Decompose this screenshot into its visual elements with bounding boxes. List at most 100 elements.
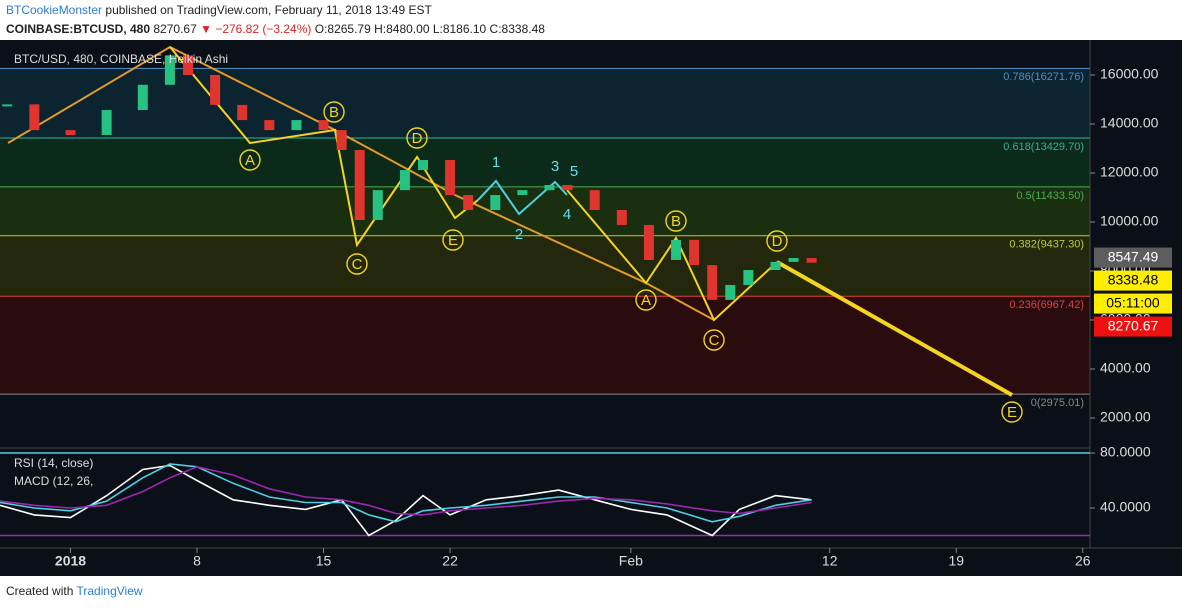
wave-label: 3 — [551, 158, 559, 175]
brand[interactable]: TradingView — [76, 584, 143, 598]
candle — [770, 261, 781, 271]
publish-line: BTCookieMonster published on TradingView… — [6, 3, 432, 17]
y-tick-label: 12000.00 — [1100, 164, 1159, 180]
candle — [164, 55, 175, 85]
fib-band — [0, 68, 1090, 138]
candle — [725, 284, 736, 300]
price-label: 8338.48 — [1108, 271, 1159, 287]
x-tick-label: 26 — [1075, 553, 1091, 569]
candle — [463, 195, 474, 210]
projection-line — [776, 260, 1013, 397]
candle — [354, 149, 365, 221]
candle — [291, 120, 302, 131]
wave-label: C — [709, 332, 720, 349]
price-label-box — [1094, 247, 1172, 268]
wave-label: 1 — [492, 154, 500, 171]
candle — [743, 270, 754, 285]
pattern-lines — [7, 45, 1013, 397]
wave-label: A — [641, 292, 651, 309]
y-tick-label: 40.0000 — [1100, 499, 1151, 515]
candle — [210, 74, 221, 105]
osc-line — [0, 465, 812, 516]
wave-label: A — [245, 152, 255, 169]
fib-label: 0.618(13429.70) — [1003, 141, 1084, 153]
candle — [417, 160, 428, 171]
wave-label: D — [772, 233, 783, 250]
y-tick-label: 16000.00 — [1100, 66, 1159, 82]
wave-line — [477, 179, 568, 216]
wave-label: 5 — [570, 163, 578, 180]
ohlc: O:8265.79 H:8480.00 L:8186.10 C:8338.48 — [314, 22, 545, 36]
wave-label: B — [329, 104, 339, 121]
candle — [806, 258, 817, 263]
wave-label: E — [1007, 404, 1017, 421]
candle — [399, 170, 410, 191]
price-label-box — [1094, 270, 1172, 291]
fib-band — [0, 137, 1090, 187]
fib-levels: 0.786(16271.76) 0.618(13429.70) 0.5(11433.… — [0, 67, 1090, 409]
candle — [137, 84, 148, 111]
candle — [689, 239, 700, 266]
wave-label: 4 — [563, 206, 571, 223]
candle — [2, 104, 13, 107]
quote-line: COINBASE:BTCUSD, 480 8270.67 ▼ −276.82 (… — [6, 22, 545, 36]
indicator-label: MACD (12, 26, — [14, 474, 93, 488]
fib-band — [0, 296, 1090, 395]
candle — [237, 104, 248, 121]
chart: 0.786(16271.76) 0.618(13429.70) 0.5(11433.… — [0, 40, 1182, 576]
price-label: 8270.67 — [1108, 317, 1159, 333]
candle — [589, 190, 600, 210]
wave-label: D — [412, 130, 423, 147]
price-series — [2, 55, 817, 300]
candle — [336, 130, 347, 150]
author[interactable]: BTCookieMonster — [6, 3, 103, 17]
chart-label: BTC/USD, 480, COINBASE, Heikin Ashi — [14, 52, 228, 66]
wave-label: B — [671, 213, 681, 230]
y-tick-label: 2000.00 — [1100, 409, 1151, 425]
fib-label: 0.786(16271.76) — [1003, 71, 1084, 83]
oscillator-pane — [0, 452, 1090, 537]
candle — [372, 190, 383, 221]
fib-label: 0(2975.01) — [1031, 397, 1084, 409]
fib-label: 0.382(9437.30) — [1009, 239, 1084, 251]
y-tick-label: 14000.00 — [1100, 115, 1159, 131]
price-label-box — [1094, 316, 1172, 337]
x-tick-label: 15 — [316, 553, 332, 569]
wave-labels: A B C D E B A C D E — [239, 101, 1023, 423]
candle — [29, 104, 40, 131]
candle — [182, 55, 193, 75]
price-label: 8547.49 — [1108, 248, 1159, 264]
symbol: COINBASE:BTCUSD, 480 — [6, 22, 151, 36]
x-tick-label: 19 — [948, 553, 964, 569]
indicator-label: RSI (14, close) — [14, 456, 93, 470]
created: Created with — [6, 584, 74, 598]
osc-line — [0, 464, 812, 537]
candle — [517, 190, 528, 196]
wave-label: E — [448, 232, 458, 249]
candle — [671, 239, 682, 260]
y-tick-label: 80.0000 — [1100, 444, 1151, 460]
x-tick-label: 12 — [822, 553, 838, 569]
candle — [318, 120, 329, 131]
wave-line — [566, 189, 778, 322]
candle — [544, 184, 555, 191]
last: 8270.67 — [153, 22, 197, 36]
change: ▼ −276.82 (−3.24%) — [200, 22, 312, 36]
x-tick-label: Feb — [619, 553, 643, 569]
sub-wave-labels: 1 2 3 4 5 — [492, 154, 578, 243]
candle — [445, 160, 456, 196]
candle — [616, 209, 627, 225]
x-tick-label: 8 — [193, 553, 201, 569]
published: published on TradingView.com, February 1… — [105, 3, 432, 17]
candle — [707, 265, 718, 300]
wave-label: C — [352, 256, 363, 273]
wave-label: 2 — [515, 226, 523, 243]
candle — [643, 224, 654, 260]
wave-line — [169, 46, 479, 248]
price-label-box — [1094, 293, 1172, 314]
candle — [490, 195, 501, 210]
osc-line — [0, 463, 812, 523]
candle — [788, 258, 799, 262]
footer: Created with TradingView — [6, 584, 143, 598]
